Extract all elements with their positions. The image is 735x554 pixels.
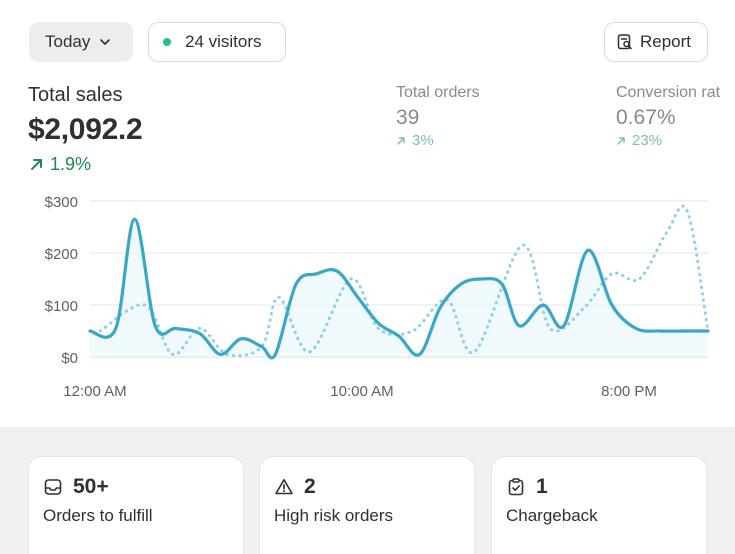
- arrow-up-right-icon: [397, 136, 405, 145]
- live-visitors-button[interactable]: 24 visitors: [148, 22, 286, 62]
- y-tick-label: $100: [45, 298, 78, 315]
- date-range-button[interactable]: Today: [29, 22, 133, 62]
- x-axis: 12:00 AM 10:00 AM 8:00 PM: [63, 383, 657, 400]
- report-button[interactable]: Report: [604, 22, 708, 62]
- chevron-down-icon: [100, 39, 111, 45]
- sales-series-line: [88, 217, 710, 360]
- sales-line-chart[interactable]: $300 $200 $100 $0 12:00 AM 10:00 AM 8:00…: [0, 186, 735, 411]
- comparison-series-line: [98, 204, 710, 358]
- clipboard-check-icon: [508, 478, 524, 496]
- sales-area-fill: [90, 219, 708, 358]
- arrow-up-right-icon: [31, 159, 42, 170]
- date-range-label: Today: [45, 32, 91, 51]
- y-tick-label: $200: [45, 246, 78, 263]
- high-risk-orders-card[interactable]: 2 High risk orders: [259, 456, 475, 554]
- total-sales-label: Total sales: [28, 84, 123, 106]
- chargeback-label: Chargeback: [506, 506, 598, 525]
- total-orders-change-value: 3%: [412, 132, 434, 149]
- conversion-rate-change-value: 23%: [632, 132, 663, 149]
- x-tick-label: 8:00 PM: [601, 383, 657, 400]
- y-axis: $300 $200 $100 $0: [45, 194, 78, 367]
- conversion-rate-label: Conversion rat: [616, 84, 721, 101]
- inbox-icon: [44, 479, 62, 495]
- total-orders-label: Total orders: [396, 84, 480, 101]
- total-sales-value: $2,092.2: [28, 113, 143, 146]
- report-icon: [617, 34, 632, 50]
- high-risk-orders-label: High risk orders: [274, 506, 394, 525]
- conversion-rate-value: 0.67%: [616, 106, 676, 129]
- high-risk-orders-count: 2: [304, 475, 316, 498]
- x-tick-label: 10:00 AM: [330, 383, 393, 400]
- total-orders-value: 39: [396, 106, 420, 129]
- report-label: Report: [640, 32, 692, 51]
- live-status-dot: [163, 38, 171, 46]
- total-orders-change: 3%: [396, 132, 434, 149]
- arrow-up-right-icon: [617, 136, 625, 145]
- chargeback-count: 1: [536, 475, 548, 498]
- y-tick-label: $300: [45, 194, 78, 211]
- conversion-rate-change: 23%: [616, 132, 662, 149]
- orders-to-fulfill-count: 50+: [73, 475, 109, 498]
- total-sales-change-value: 1.9%: [50, 154, 92, 174]
- total-sales-change: 1.9%: [29, 154, 91, 175]
- x-tick-label: 12:00 AM: [63, 383, 126, 400]
- orders-to-fulfill-label: Orders to fulfill: [43, 506, 153, 525]
- alert-triangle-icon: [275, 479, 293, 495]
- chart-series: [88, 204, 710, 360]
- chargeback-card[interactable]: 1 Chargeback: [491, 456, 707, 554]
- live-visitors-label: 24 visitors: [185, 32, 262, 51]
- y-tick-label: $0: [61, 350, 78, 367]
- orders-to-fulfill-card[interactable]: 50+ Orders to fulfill: [28, 456, 244, 554]
